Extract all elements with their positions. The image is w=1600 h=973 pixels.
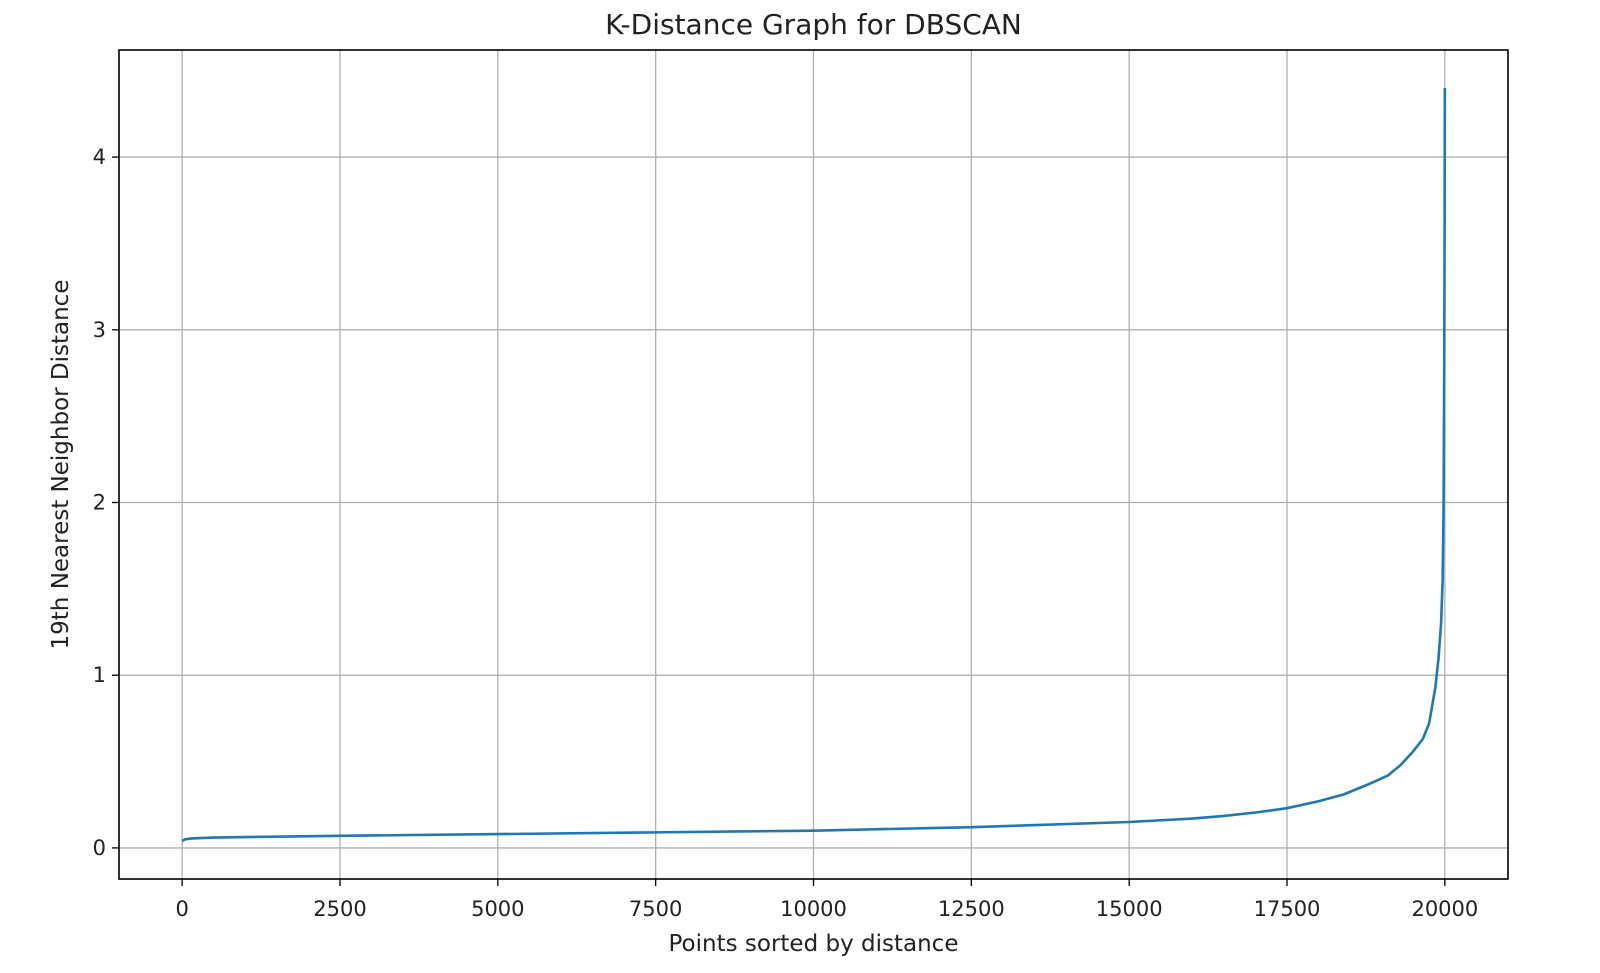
x-axis-label: Points sorted by distance: [669, 931, 959, 957]
x-tick-label: 12500: [938, 897, 1005, 921]
y-tick-label: 2: [93, 490, 106, 514]
x-tick-label: 17500: [1254, 897, 1321, 921]
x-tick-label: 7500: [629, 897, 682, 921]
x-tick-label: 20000: [1411, 897, 1478, 921]
x-tick-label: 10000: [780, 897, 847, 921]
y-tick-label: 4: [93, 145, 106, 169]
y-tick-label: 1: [93, 663, 106, 687]
x-tick-label: 2500: [313, 897, 366, 921]
y-axis: 0 1 2 3 4: [93, 145, 119, 860]
x-tick-label: 15000: [1096, 897, 1163, 921]
y-axis-label: 19th Nearest Neighbor Distance: [48, 280, 74, 650]
chart-title: K-Distance Graph for DBSCAN: [605, 8, 1022, 41]
y-tick-label: 0: [93, 836, 106, 860]
y-tick-label: 3: [93, 318, 106, 342]
k-distance-line: [181, 87, 1447, 843]
x-tick-label: 0: [175, 897, 188, 921]
x-tick-label: 5000: [471, 897, 524, 921]
x-axis: 0 2500 5000 7500 10000 12500 15000 17500 20000: [175, 879, 1478, 921]
grid: [119, 50, 1508, 879]
